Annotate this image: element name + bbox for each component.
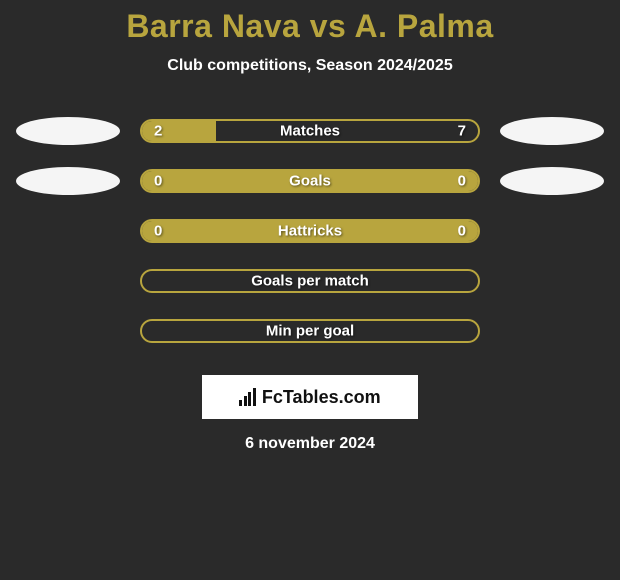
stat-row: Min per goal [0,317,620,345]
badge-spacer [16,267,120,295]
stat-left-value: 0 [154,223,162,240]
logo: FcTables.com [239,387,380,408]
right-badge [500,117,604,145]
stat-right-value: 0 [458,223,466,240]
stat-right-value: 7 [458,123,466,140]
stat-label: Matches [280,123,340,140]
stat-row: 0 Hattricks 0 [0,217,620,245]
stat-row: 0 Goals 0 [0,167,620,195]
stat-label: Goals [289,173,331,190]
chart-icon [239,388,256,406]
stat-left-value: 0 [154,173,162,190]
stat-label: Hattricks [278,223,342,240]
stat-row: 2 Matches 7 [0,117,620,145]
stat-label: Goals per match [251,273,369,290]
stat-row: Goals per match [0,267,620,295]
subtitle: Club competitions, Season 2024/2025 [0,57,620,75]
badge-spacer [16,217,120,245]
stat-left-value: 2 [154,123,162,140]
badge-spacer [500,317,604,345]
badge-spacer [16,317,120,345]
stat-bar: Goals per match [140,269,480,293]
left-badge [16,167,120,195]
stat-label: Min per goal [266,323,354,340]
stat-bar: Min per goal [140,319,480,343]
badge-spacer [500,217,604,245]
left-badge [16,117,120,145]
right-badge [500,167,604,195]
stat-bar: 0 Hattricks 0 [140,219,480,243]
stat-right-value: 0 [458,173,466,190]
stat-bar: 0 Goals 0 [140,169,480,193]
page-title: Barra Nava vs A. Palma [0,8,620,45]
logo-text: FcTables.com [262,387,381,408]
badge-spacer [500,267,604,295]
stats-section: 2 Matches 7 0 Goals 0 0 Hattricks 0 Goals per mat… [0,117,620,345]
stat-bar: 2 Matches 7 [140,119,480,143]
logo-box[interactable]: FcTables.com [202,375,418,419]
date-line: 6 november 2024 [0,435,620,453]
comparison-card: Barra Nava vs A. Palma Club competitions… [0,0,620,453]
